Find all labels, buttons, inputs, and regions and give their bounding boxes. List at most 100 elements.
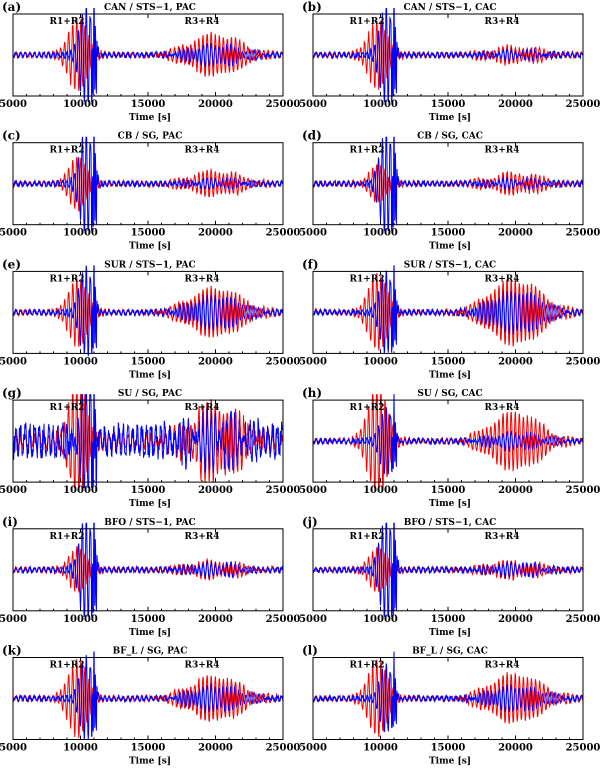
annotation-r1-r2: R1+R2 <box>349 17 384 27</box>
blue-series-line <box>313 8 583 102</box>
x-tick-label: 20000 <box>498 743 533 754</box>
annotation-r3-r4: R3+R4 <box>184 532 219 542</box>
annotation-r1-r2: R1+R2 <box>49 532 84 542</box>
annotation-r3-r4: R3+R4 <box>184 17 219 27</box>
blue-series-line <box>313 651 583 733</box>
blue-series-line <box>313 265 583 354</box>
x-tick-label: 15000 <box>431 485 466 496</box>
subplot-title: SUR / STS−1, CAC <box>404 260 496 270</box>
annotation-r3-r4: R3+R4 <box>484 403 519 413</box>
x-tick-label: 5000 <box>299 228 327 239</box>
panel-label: (b) <box>302 0 322 14</box>
x-tick-label: 20000 <box>198 356 233 367</box>
panel-label: (e) <box>2 257 21 271</box>
subplot: (l) BF_L / SG, CAC 5000 10000 15000 20000 2500… <box>299 644 600 767</box>
annotation-r1-r2: R1+R2 <box>349 146 384 156</box>
panel-label: (c) <box>2 129 21 143</box>
blue-series-line <box>13 394 283 489</box>
red-series-line <box>13 658 283 738</box>
x-axis-label: Time [s] <box>429 628 471 638</box>
x-tick-label: 10000 <box>63 356 98 367</box>
x-tick-label: 25000 <box>266 743 301 754</box>
subplot: (i) BFO / STS−1, PAC 5000 10000 15000 20000 25… <box>0 515 301 638</box>
x-tick-label: 5000 <box>299 99 327 110</box>
subplot-title: CB / SG, PAC <box>118 132 183 142</box>
annotation-r3-r4: R3+R4 <box>484 661 519 671</box>
subplot-title: CAN / STS−1, PAC <box>104 3 196 13</box>
annotation-r3-r4: R3+R4 <box>484 274 519 284</box>
x-tick-label: 5000 <box>0 99 27 110</box>
red-series-line <box>313 272 583 351</box>
x-tick-label: 15000 <box>131 743 166 754</box>
panel-label: (f) <box>302 257 319 271</box>
panel-label: (j) <box>302 515 318 529</box>
panel-label: (i) <box>2 515 18 529</box>
x-tick-label: 5000 <box>0 485 27 496</box>
annotation-r1-r2: R1+R2 <box>349 403 384 413</box>
x-tick-label: 20000 <box>498 99 533 110</box>
subplot: (k) BF_L / SG, PAC 5000 10000 15000 20000 2500… <box>0 644 301 767</box>
annotation-r3-r4: R3+R4 <box>484 146 519 156</box>
x-tick-label: 10000 <box>363 743 398 754</box>
subplot-title: SU / SG, PAC <box>118 389 182 399</box>
x-tick-label: 5000 <box>299 743 327 754</box>
subplot: (j) BFO / STS−1, CAC 5000 10000 15000 20000 25… <box>299 515 600 638</box>
annotation-r1-r2: R1+R2 <box>349 661 384 671</box>
x-axis-label: Time [s] <box>129 757 171 767</box>
x-tick-label: 10000 <box>63 614 98 625</box>
subplot-title: SUR / STS−1, PAC <box>104 260 195 270</box>
x-tick-label: 25000 <box>266 99 301 110</box>
x-tick-label: 20000 <box>198 743 233 754</box>
blue-series-line <box>313 522 583 617</box>
annotation-r3-r4: R3+R4 <box>184 274 219 284</box>
subplot: (e) SUR / STS−1, PAC 5000 10000 15000 20000 25… <box>0 257 301 380</box>
panel-label: (k) <box>2 644 22 658</box>
annotation-r3-r4: R3+R4 <box>484 532 519 542</box>
panel-label: (a) <box>2 0 21 14</box>
x-axis-label: Time [s] <box>129 113 171 123</box>
x-tick-label: 20000 <box>498 356 533 367</box>
x-tick-label: 5000 <box>299 614 327 625</box>
x-tick-label: 5000 <box>0 614 27 625</box>
x-tick-label: 15000 <box>131 228 166 239</box>
panel-label: (l) <box>302 644 318 658</box>
x-tick-label: 25000 <box>266 614 301 625</box>
x-tick-label: 10000 <box>63 228 98 239</box>
x-tick-label: 5000 <box>299 356 327 367</box>
x-tick-label: 25000 <box>266 356 301 367</box>
panel-label: (h) <box>302 386 322 400</box>
x-tick-label: 10000 <box>363 485 398 496</box>
x-tick-label: 15000 <box>131 99 166 110</box>
x-tick-label: 15000 <box>431 614 466 625</box>
subplot-title: BF_L / SG, PAC <box>113 647 188 657</box>
subplot: (a) CAN / STS−1, PAC 5000 10000 15000 20000 25… <box>0 0 300 123</box>
x-tick-label: 15000 <box>131 485 166 496</box>
subplot: (g) SU / SG, PAC 5000 10000 15000 20000 25000 T… <box>0 386 301 509</box>
x-tick-label: 25000 <box>266 485 301 496</box>
subplot: (h) SU / SG, CAC 5000 10000 15000 20000 25000 T… <box>299 386 600 509</box>
annotation-r1-r2: R1+R2 <box>49 661 84 671</box>
x-tick-label: 15000 <box>131 614 166 625</box>
blue-series-line <box>13 265 283 357</box>
blue-series-line <box>13 136 283 231</box>
x-tick-label: 15000 <box>431 228 466 239</box>
x-tick-label: 5000 <box>0 228 27 239</box>
x-tick-label: 15000 <box>431 743 466 754</box>
x-axis-label: Time [s] <box>429 242 471 252</box>
subplot: (d) CB / SG, CAC 5000 10000 15000 20000 25000 T… <box>299 129 600 252</box>
subplot: (b) CAN / STS−1, CAC 5000 10000 15000 20000 25… <box>299 0 600 123</box>
x-axis-label: Time [s] <box>429 370 471 380</box>
x-tick-label: 25000 <box>566 614 600 625</box>
annotation-r3-r4: R3+R4 <box>484 17 519 27</box>
annotation-r1-r2: R1+R2 <box>349 274 384 284</box>
x-tick-label: 20000 <box>198 228 233 239</box>
subplot-title: CAN / STS−1, CAC <box>403 3 496 13</box>
blue-series-line <box>13 651 283 740</box>
x-tick-label: 25000 <box>266 228 301 239</box>
x-tick-label: 10000 <box>63 99 98 110</box>
x-tick-label: 20000 <box>498 228 533 239</box>
x-tick-label: 25000 <box>566 356 600 367</box>
panel-label: (g) <box>2 386 22 400</box>
x-axis-label: Time [s] <box>129 499 171 509</box>
x-tick-label: 10000 <box>63 743 98 754</box>
